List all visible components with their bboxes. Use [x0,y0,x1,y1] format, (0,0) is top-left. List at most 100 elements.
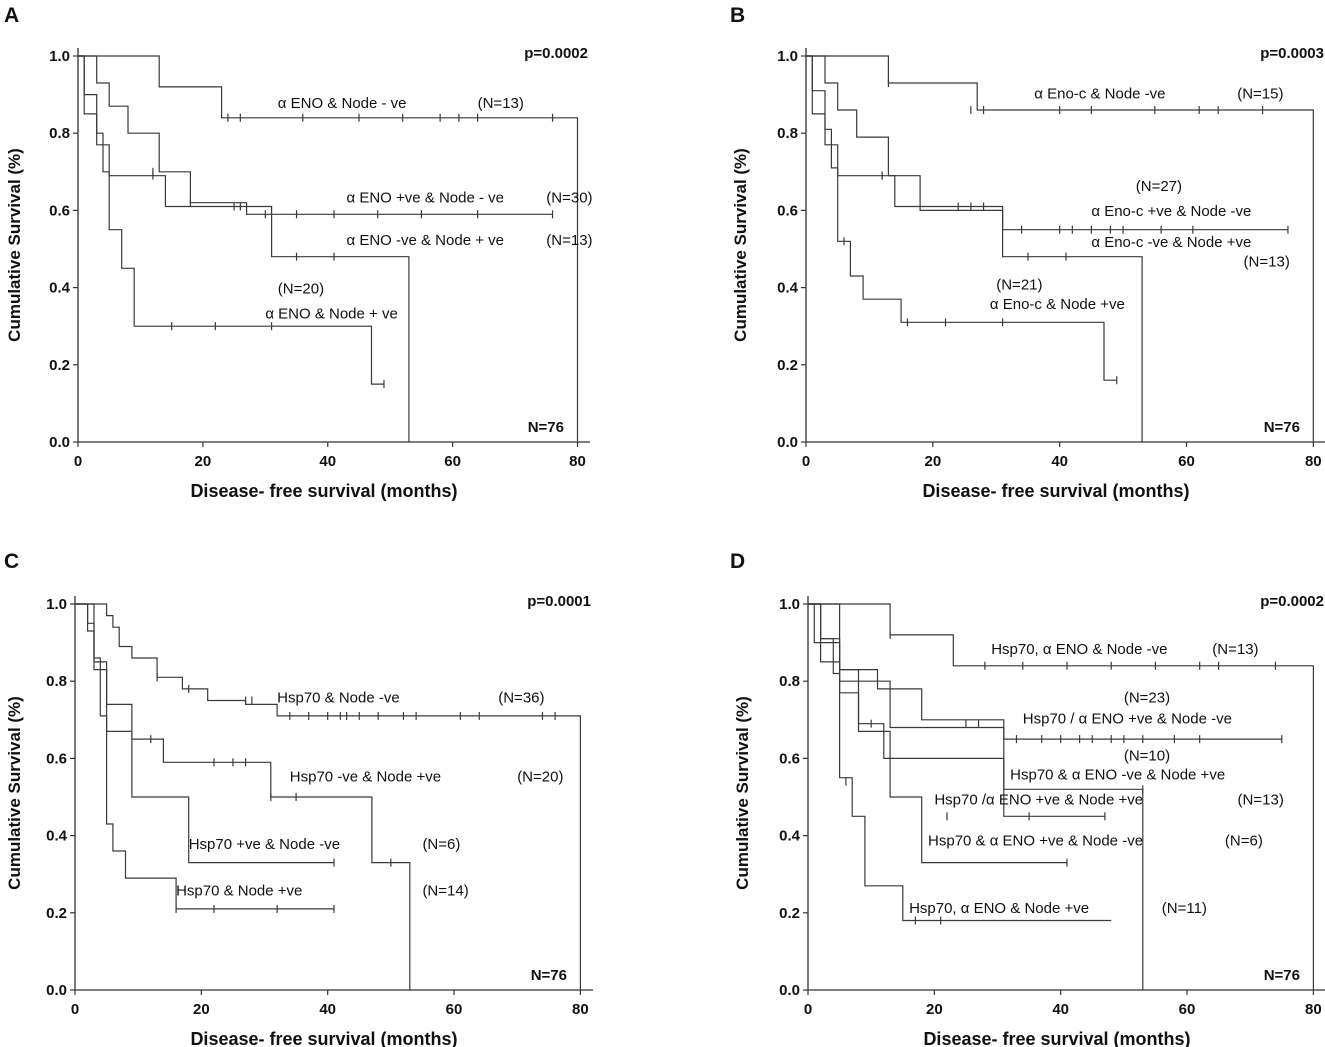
curve-annotation: (N=6) [422,836,460,853]
y-axis-title: Cumulative Survival (%) [733,696,752,890]
total-n: N=76 [528,419,564,436]
panel-label: B [730,4,745,27]
x-tick-label: 20 [195,453,212,470]
panel-b: B 0.0 0.2 0.4 0.6 0.8 1.0 0 20 40 60 80 Disease- fre… [730,4,1325,501]
x-tick-label: 0 [71,1001,79,1018]
y-tick-label: 0.6 [779,750,800,767]
curve-annotation: (N=36) [498,689,544,706]
y-tick-label: 1.0 [779,596,800,613]
curve-annotation: (N=10) [1124,747,1170,764]
x-axis-title: Disease- free survival (months) [922,481,1189,501]
x-tick-label: 0 [804,1001,812,1018]
curve-annotation: (N=6) [1225,832,1263,849]
curve-annotation: Hsp70 +ve & Node -ve [189,836,340,853]
total-n: N=76 [531,967,567,984]
survival-curve-3 [75,603,334,864]
curve-annotation: Hsp70 & Node +ve [176,882,302,899]
x-tick-label: 40 [1051,453,1068,470]
curve-annotation: α Eno-c & Node -ve [1034,85,1165,102]
curve-annotation: (N=15) [1237,85,1283,102]
panel-a: A 0.0 0.2 0.4 0.6 0.8 1.0 0 20 40 60 80 Disease- fre… [4,4,593,501]
x-tick-label: 20 [926,1001,943,1018]
p-value: p=0.0002 [1260,593,1324,610]
curve-annotation: Hsp70 / α ENO +ve & Node -ve [1023,711,1232,728]
curve-annotation: (N=13) [1212,641,1258,658]
x-tick-label: 20 [924,453,941,470]
x-tick-label: 20 [193,1001,210,1018]
curve-annotation: (N=21) [996,277,1042,294]
x-tick-label: 60 [446,1001,463,1018]
x-tick-label: 80 [569,453,586,470]
p-value: p=0.0003 [1260,45,1324,62]
x-tick-label: 60 [1179,1001,1196,1018]
y-tick-label: 0.0 [46,982,67,999]
y-tick-label: 1.0 [777,48,798,65]
x-tick-label: 0 [802,453,810,470]
curve-annotation: Hsp70 & Node -ve [277,689,400,706]
y-tick-label: 0.6 [49,202,70,219]
y-tick-label: 0.4 [779,828,801,845]
curve-annotation: Hsp70 -ve & Node +ve [290,769,441,786]
x-tick-label: 40 [319,453,336,470]
y-tick-label: 0.4 [49,280,71,297]
y-tick-label: 0.0 [779,982,800,999]
y-tick-label: 0.8 [49,125,70,142]
curve-annotation: (N=13) [1244,253,1290,270]
curve-annotation: (N=30) [546,190,592,207]
y-tick-label: 0.2 [46,905,67,922]
y-tick-label: 0.2 [779,905,800,922]
curve-annotation: α ENO & Node + ve [265,305,397,322]
survival-curve-2 [75,603,411,990]
survival-curve-2 [78,55,553,215]
y-axis-title: Cumulative Survival (%) [5,696,24,890]
curve-annotation: Hsp70 & α ENO +ve & Node -ve [928,832,1143,849]
y-tick-label: 0.8 [777,125,798,142]
curve-annotation: (N=13) [546,232,592,249]
survival-curve-1 [808,603,1314,990]
survival-curve-4 [75,603,334,910]
y-tick-label: 0.2 [777,357,798,374]
x-tick-label: 80 [1305,453,1322,470]
y-tick-label: 1.0 [49,48,70,65]
survival-curve-5 [808,603,1067,864]
x-axis-title: Disease- free survival (months) [190,1029,457,1047]
curve-annotation: (N=23) [1124,689,1170,706]
y-tick-label: 0.0 [49,434,70,451]
p-value: p=0.0002 [524,45,588,62]
x-tick-label: 0 [74,453,82,470]
panel-d: D 0.0 0.2 0.4 0.6 0.8 1.0 0 20 40 60 80 Disease- fre… [730,550,1325,1047]
curve-annotation: α Eno-c -ve & Node +ve [1091,234,1251,251]
x-axis-title: Disease- free survival (months) [190,481,457,501]
y-tick-label: 0.4 [46,828,68,845]
y-tick-label: 1.0 [46,596,67,613]
y-tick-label: 0.4 [777,280,799,297]
panel-c: C 0.0 0.2 0.4 0.6 0.8 1.0 0 20 40 60 80 Disease- fre… [4,550,593,1047]
curve-annotation: α ENO +ve & Node - ve [346,190,504,207]
curve-annotation: (N=13) [1238,792,1284,809]
panel-label: A [4,4,19,27]
y-tick-label: 0.2 [49,357,70,374]
y-tick-label: 0.8 [46,673,67,690]
survival-curve-1 [78,55,579,442]
curve-annotation: (N=20) [517,769,563,786]
survival-curve-6 [808,603,1112,922]
y-tick-label: 0.0 [777,434,798,451]
total-n: N=76 [1264,419,1300,436]
curve-annotation: α Eno-c & Node +ve [990,296,1125,313]
curve-annotation: (N=27) [1136,178,1182,195]
curve-annotation: Hsp70 & α ENO -ve & Node +ve [1010,767,1225,784]
curve-annotation: Hsp70, α ENO & Node -ve [991,641,1167,658]
x-axis-title: Disease- free survival (months) [923,1029,1190,1047]
survival-curve-4 [806,55,1117,381]
x-tick-label: 40 [319,1001,336,1018]
x-tick-label: 40 [1052,1001,1069,1018]
curve-annotation: Hsp70 /α ENO +ve & Node +ve [934,792,1143,809]
survival-curve-2 [806,55,1288,231]
y-tick-label: 0.6 [46,750,67,767]
y-axis-title: Cumulative Survival (%) [5,148,24,342]
curve-annotation: (N=14) [422,882,468,899]
x-tick-label: 80 [1305,1001,1322,1018]
curve-annotation: α ENO -ve & Node + ve [346,232,504,249]
curve-annotation: (N=11) [1162,900,1207,917]
